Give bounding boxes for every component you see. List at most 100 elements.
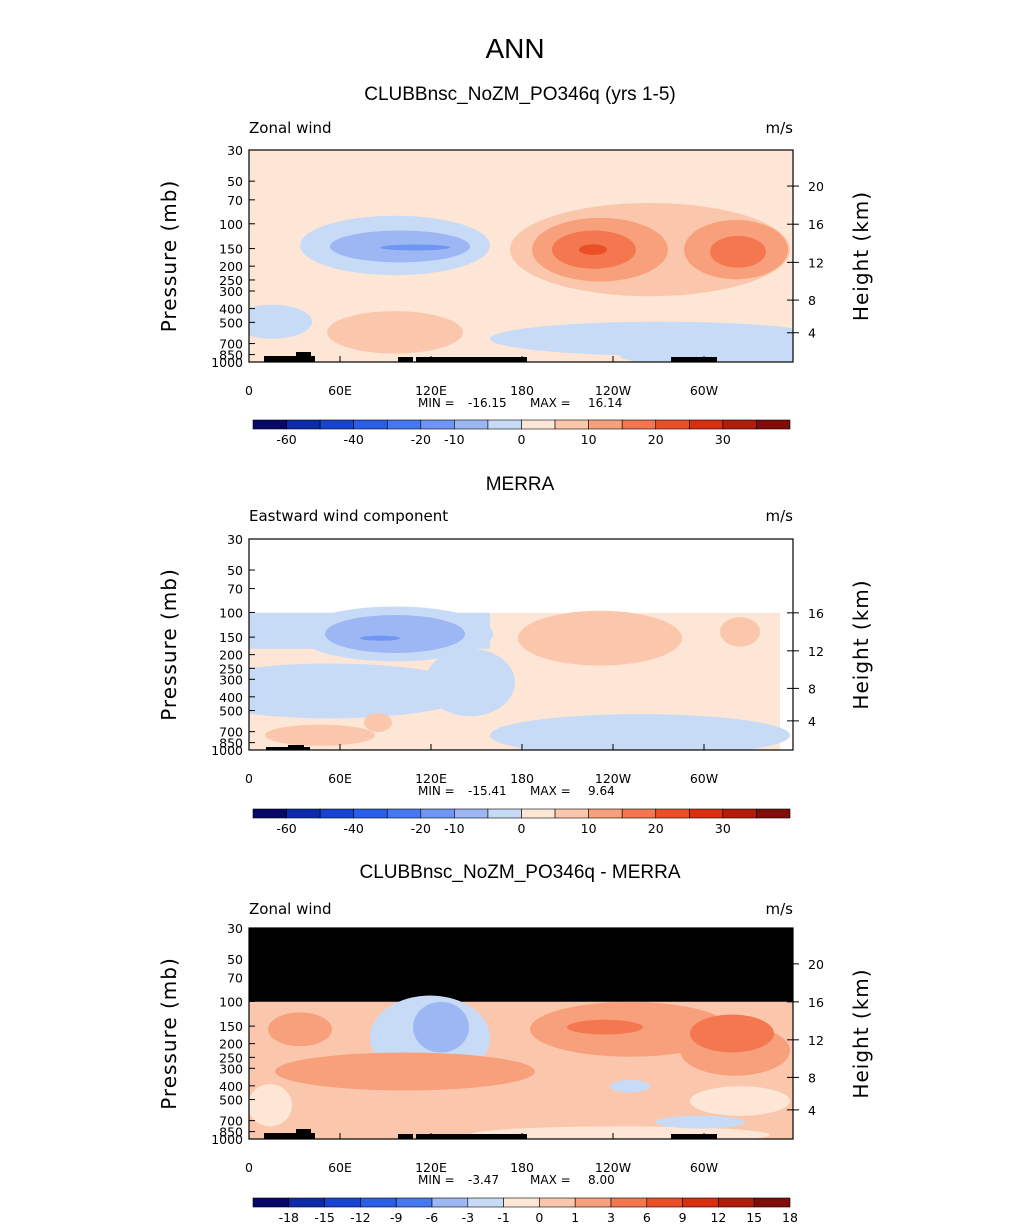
panel-title: CLUBBnsc_NoZM_PO346q - MERRA xyxy=(360,862,681,883)
y-tick-label: 70 xyxy=(227,193,243,208)
x-tick-label: 120E xyxy=(415,383,447,398)
red-orange-contour xyxy=(579,244,607,255)
colorbar-swatch xyxy=(722,808,757,819)
units-label: m/s xyxy=(766,507,794,525)
colorbar-swatch xyxy=(554,808,589,819)
light-blue-contour xyxy=(610,1079,650,1093)
colorbar-swatch xyxy=(487,808,522,819)
colorbar-label: 9 xyxy=(679,1210,687,1225)
colorbar-swatch xyxy=(756,808,791,819)
y-tick-label: 400 xyxy=(219,302,243,317)
topography-block xyxy=(398,357,413,362)
colorbar-label: -3 xyxy=(462,1210,474,1225)
colorbar-swatch xyxy=(503,1197,540,1208)
colorbar-swatch xyxy=(420,419,455,430)
contour-field xyxy=(249,150,793,362)
x-tick-label: 60E xyxy=(328,383,352,398)
height-tick-label: 8 xyxy=(808,1070,816,1085)
colorbar-swatch xyxy=(718,1197,755,1208)
mid-orange-contour xyxy=(275,1052,535,1091)
y-axis-title: Pressure (mb) xyxy=(157,957,181,1110)
colorbar-swatch xyxy=(521,419,556,430)
plot-frame xyxy=(248,927,794,1140)
panel-title: CLUBBnsc_NoZM_PO346q (yrs 1-5) xyxy=(364,84,676,105)
colorbar-label: -40 xyxy=(343,821,363,836)
x-tick-label: 60W xyxy=(690,383,718,398)
x-tick-label: 120W xyxy=(595,383,631,398)
max-value: 16.14 xyxy=(588,396,622,410)
colorbar-swatch xyxy=(386,419,422,430)
colorbar-label: -10 xyxy=(444,432,464,447)
y-axis-right-title: Height (km) xyxy=(849,579,873,709)
colorbar-label: 6 xyxy=(643,1210,651,1225)
topography-block xyxy=(416,1134,527,1139)
min-value: -16.15 xyxy=(468,396,507,410)
colorbar-label: 12 xyxy=(710,1210,726,1225)
y-axis-right-title: Height (km) xyxy=(849,191,873,321)
masked-region xyxy=(249,928,793,1002)
x-tick-label: 120E xyxy=(415,771,447,786)
x-tick-label: 0 xyxy=(245,771,253,786)
mid-blue-contour xyxy=(413,1001,469,1053)
colorbar-swatch xyxy=(655,808,690,819)
max-label: MAX = xyxy=(530,396,571,410)
y-tick-label: 100 xyxy=(219,605,243,620)
colorbar-label: -1 xyxy=(497,1210,509,1225)
colorbar-label: -9 xyxy=(390,1210,403,1225)
y-tick-label: 250 xyxy=(219,661,243,676)
height-tick-label: 20 xyxy=(808,179,824,194)
x-tick-label: 60W xyxy=(690,1160,718,1175)
y-tick-label: 100 xyxy=(219,217,243,232)
colorbar-label: -60 xyxy=(276,821,296,836)
y-tick-label: 850 xyxy=(219,348,243,363)
y-axis-title: Pressure (mb) xyxy=(157,568,181,721)
colorbar-label: -20 xyxy=(411,821,431,836)
min-value: -15.41 xyxy=(468,784,507,798)
colorbar-swatch xyxy=(360,1197,397,1208)
colorbar-swatch xyxy=(319,808,354,819)
height-tick-label: 4 xyxy=(808,326,816,341)
colorbar-swatch xyxy=(454,808,489,819)
y-axis-title: Pressure (mb) xyxy=(157,180,181,333)
y-tick-label: 700 xyxy=(219,1114,243,1129)
white-contour xyxy=(690,1086,790,1116)
y-tick-label: 700 xyxy=(219,337,243,352)
y-tick-label: 500 xyxy=(219,315,243,330)
y-tick-label: 50 xyxy=(227,563,243,578)
colorbar-swatch xyxy=(353,808,388,819)
topography-block xyxy=(264,1133,315,1139)
colorbar-label: 15 xyxy=(746,1210,762,1225)
x-tick-label: 180 xyxy=(510,383,534,398)
colorbar-label: 0 xyxy=(535,1210,543,1225)
y-tick-label: 250 xyxy=(219,273,243,288)
colorbar-swatch xyxy=(682,1197,719,1208)
units-label: m/s xyxy=(766,119,794,137)
colorbar-label: 1 xyxy=(571,1210,579,1225)
main-title: ANN xyxy=(485,33,544,64)
colorbar-label: 3 xyxy=(607,1210,615,1225)
topography-block xyxy=(296,1129,311,1139)
colorbar-label: -18 xyxy=(279,1210,299,1225)
mid-blue-contour xyxy=(325,614,465,653)
variable-label: Zonal wind xyxy=(249,119,332,137)
colorbar-label: -10 xyxy=(444,821,464,836)
colorbar-label: 30 xyxy=(715,432,731,447)
variable-label: Zonal wind xyxy=(249,900,332,918)
x-tick-label: 120E xyxy=(415,1160,447,1175)
colorbar-swatch xyxy=(521,808,556,819)
y-tick-label: 50 xyxy=(227,952,243,967)
colorbar-swatch xyxy=(353,419,388,430)
y-tick-label: 300 xyxy=(219,1061,243,1076)
colorbar-swatch xyxy=(431,1197,469,1208)
colorbar-label: 10 xyxy=(581,821,597,836)
topography-block xyxy=(398,1134,413,1139)
colorbar-label: -12 xyxy=(350,1210,370,1225)
colorbar-swatch xyxy=(286,808,321,819)
colorbar-swatch xyxy=(610,1197,648,1208)
light-blue-contour xyxy=(249,304,312,339)
light-blue-contour xyxy=(249,663,475,719)
light-blue-contour xyxy=(655,1115,745,1129)
colorbar-swatch xyxy=(454,419,489,430)
